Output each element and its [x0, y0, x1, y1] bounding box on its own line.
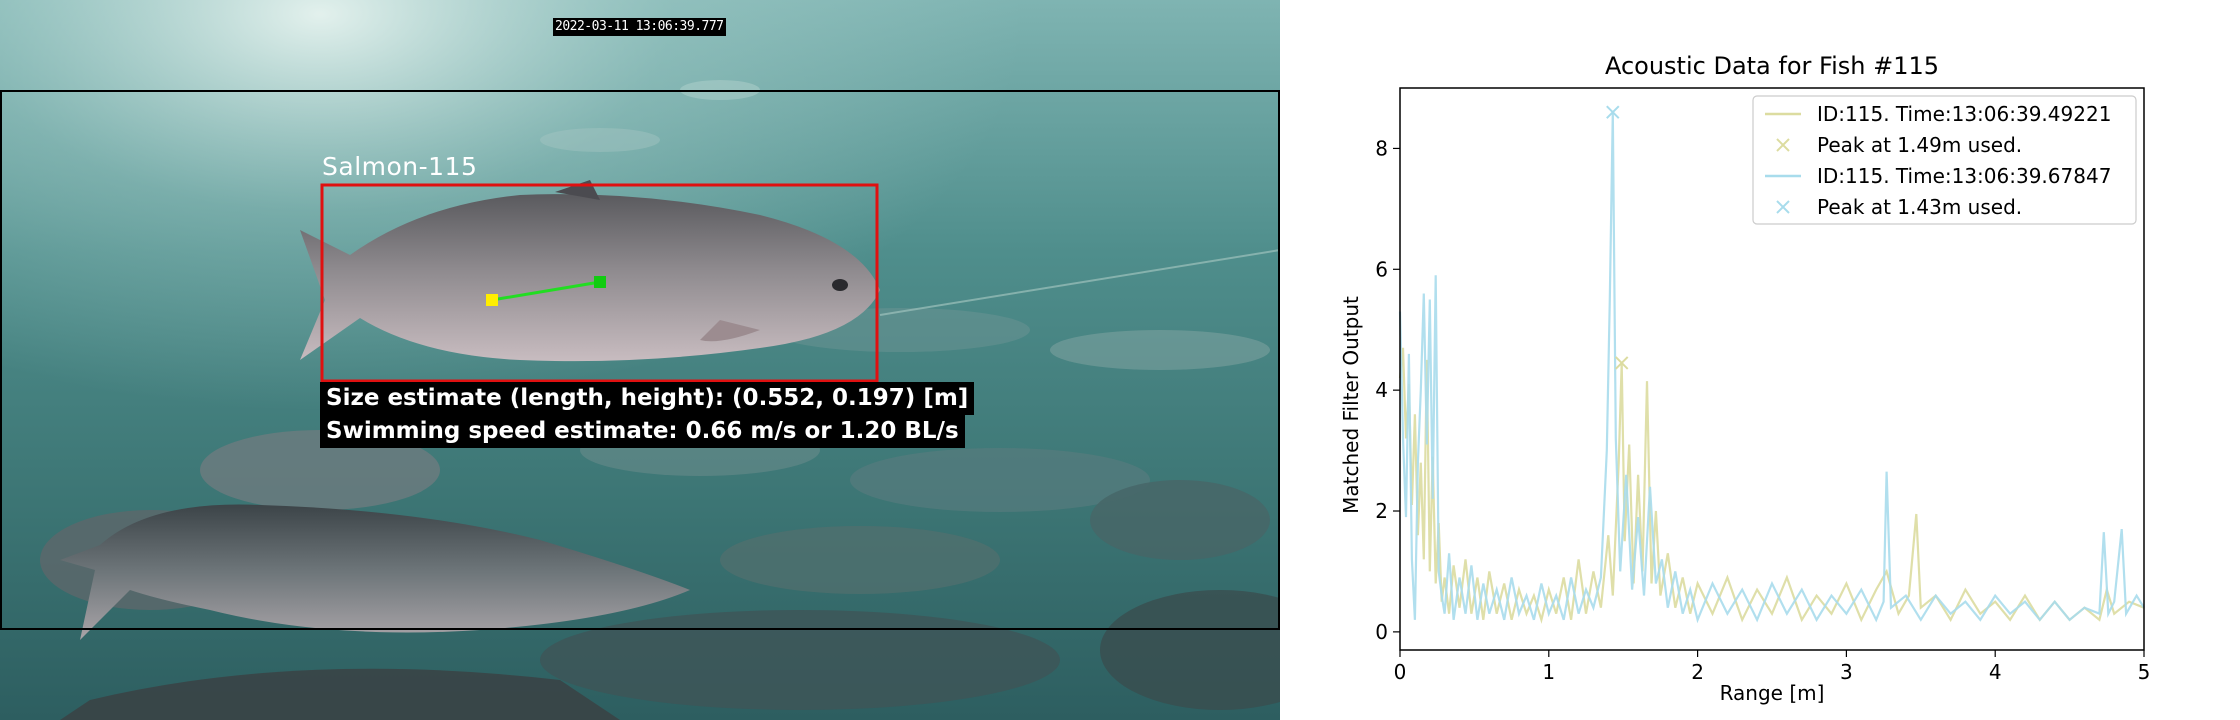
x-tick-label: 2 — [1691, 660, 1704, 684]
legend-entry-peak-1: Peak at 1.49m used. — [1817, 133, 2022, 157]
speed-vector — [491, 280, 601, 302]
underwater-camera-frame: 2022-03-11 13:06:39.777 Salmon-115 Size … — [0, 0, 1280, 720]
detection-label: Salmon-115 — [322, 152, 478, 181]
plot-frame — [1399, 87, 2145, 651]
x-tick-label: 0 — [1394, 660, 1407, 684]
y-tick-label: 0 — [1375, 620, 1388, 644]
underwater-scene — [0, 0, 1280, 720]
tracked-salmon — [300, 180, 880, 362]
x-axis-title: Range [m] — [1720, 681, 1825, 705]
x-tick-label: 4 — [1989, 660, 2002, 684]
detection-box — [320, 183, 879, 383]
vector-end-point — [594, 276, 606, 288]
foreground-fish — [60, 504, 690, 720]
acoustic-chart-panel: Acoustic Data for Fish #115 Range [m] Ma… — [1280, 0, 2240, 720]
peak-marker-1 — [1615, 356, 1629, 370]
series-line-2 — [1398, 112, 2145, 624]
x-tick-label: 3 — [1840, 660, 1853, 684]
y-tick-label: 6 — [1375, 257, 1388, 281]
peak-marker-2 — [1606, 105, 1620, 119]
y-tick-label: 2 — [1375, 499, 1388, 523]
legend-marker-swatch-1 — [1776, 138, 1790, 152]
legend-marker-swatch-2 — [1776, 200, 1790, 214]
size-estimate-text: Size estimate (length, height): (0.552, … — [320, 382, 975, 415]
legend-entry-series-1: ID:115. Time:13:06:39.49221 — [1817, 102, 2111, 126]
frame-timestamp: 2022-03-11 13:06:39.777 — [553, 18, 726, 36]
x-tick-label: 5 — [2138, 660, 2151, 684]
legend-entry-series-2: ID:115. Time:13:06:39.67847 — [1817, 164, 2111, 188]
region-of-interest-box — [0, 90, 1280, 630]
background-fish-school — [40, 80, 1280, 710]
speed-estimate-text: Swimming speed estimate: 0.66 m/s or 1.2… — [320, 415, 965, 448]
y-axis-title: Matched Filter Output — [1339, 296, 1363, 514]
chart-title: Acoustic Data for Fish #115 — [1605, 52, 1939, 80]
y-tick-label: 4 — [1375, 378, 1388, 402]
legend-box — [1752, 95, 2137, 225]
acoustic-chart: Acoustic Data for Fish #115 Range [m] Ma… — [1339, 52, 2151, 705]
vector-start-point — [486, 294, 498, 306]
legend-entry-peak-2: Peak at 1.43m used. — [1817, 195, 2022, 219]
y-tick-label: 8 — [1375, 136, 1388, 160]
x-tick-label: 1 — [1542, 660, 1555, 684]
